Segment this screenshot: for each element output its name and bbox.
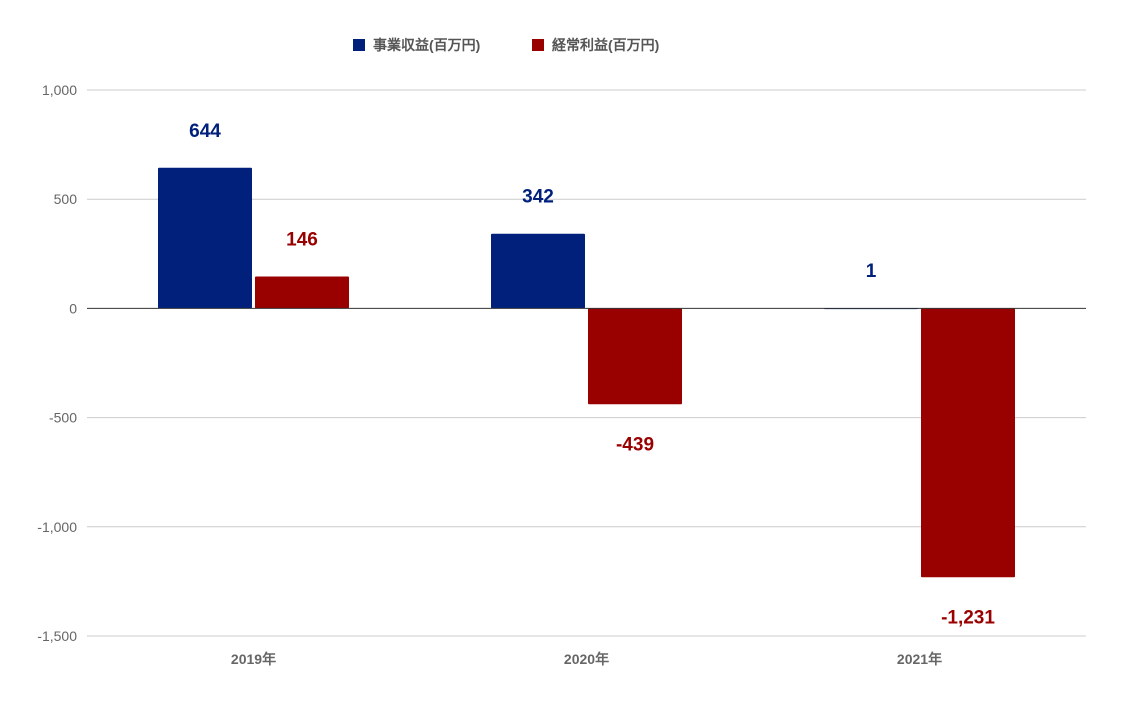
bar-series-1-1	[158, 167, 252, 309]
data-labels: 644 146 342 -439 1 -1,231	[189, 121, 995, 629]
y-tick-label: -1,500	[37, 628, 77, 644]
data-label: -1,231	[941, 607, 995, 628]
data-label: -439	[616, 434, 654, 455]
y-axis-ticks: 1,000 500 0 -500 -1,000 -1,500	[37, 82, 77, 644]
bar-series-2-3	[921, 308, 1015, 578]
x-category-label: 2019年	[231, 651, 276, 667]
legend-swatch-series-1	[353, 39, 365, 51]
x-axis-labels: 2019年 2020年 2021年	[231, 651, 942, 667]
x-category-label: 2020年	[564, 651, 609, 667]
data-label: 644	[189, 121, 221, 142]
x-category-label: 2021年	[897, 651, 942, 667]
gridlines	[87, 89, 1086, 637]
data-label: 146	[286, 230, 318, 251]
y-tick-label: 500	[54, 191, 78, 207]
y-tick-label: -500	[49, 410, 77, 426]
y-tick-label: -1,000	[37, 519, 77, 535]
y-tick-label: 1,000	[42, 82, 77, 98]
legend-label-series-1: 事業収益(百万円)	[373, 37, 480, 53]
bar-series-2-2	[588, 308, 682, 405]
legend-swatch-series-2	[532, 39, 544, 51]
bar-series-1-2	[491, 233, 585, 309]
data-label: 1	[866, 261, 877, 282]
y-tick-label: 0	[69, 300, 77, 316]
data-label: 342	[522, 187, 554, 208]
legend: 事業収益(百万円) 経常利益(百万円)	[353, 37, 659, 53]
bars	[158, 167, 1015, 578]
bar-series-2-1	[255, 276, 349, 309]
legend-label-series-2: 経常利益(百万円)	[552, 37, 659, 53]
